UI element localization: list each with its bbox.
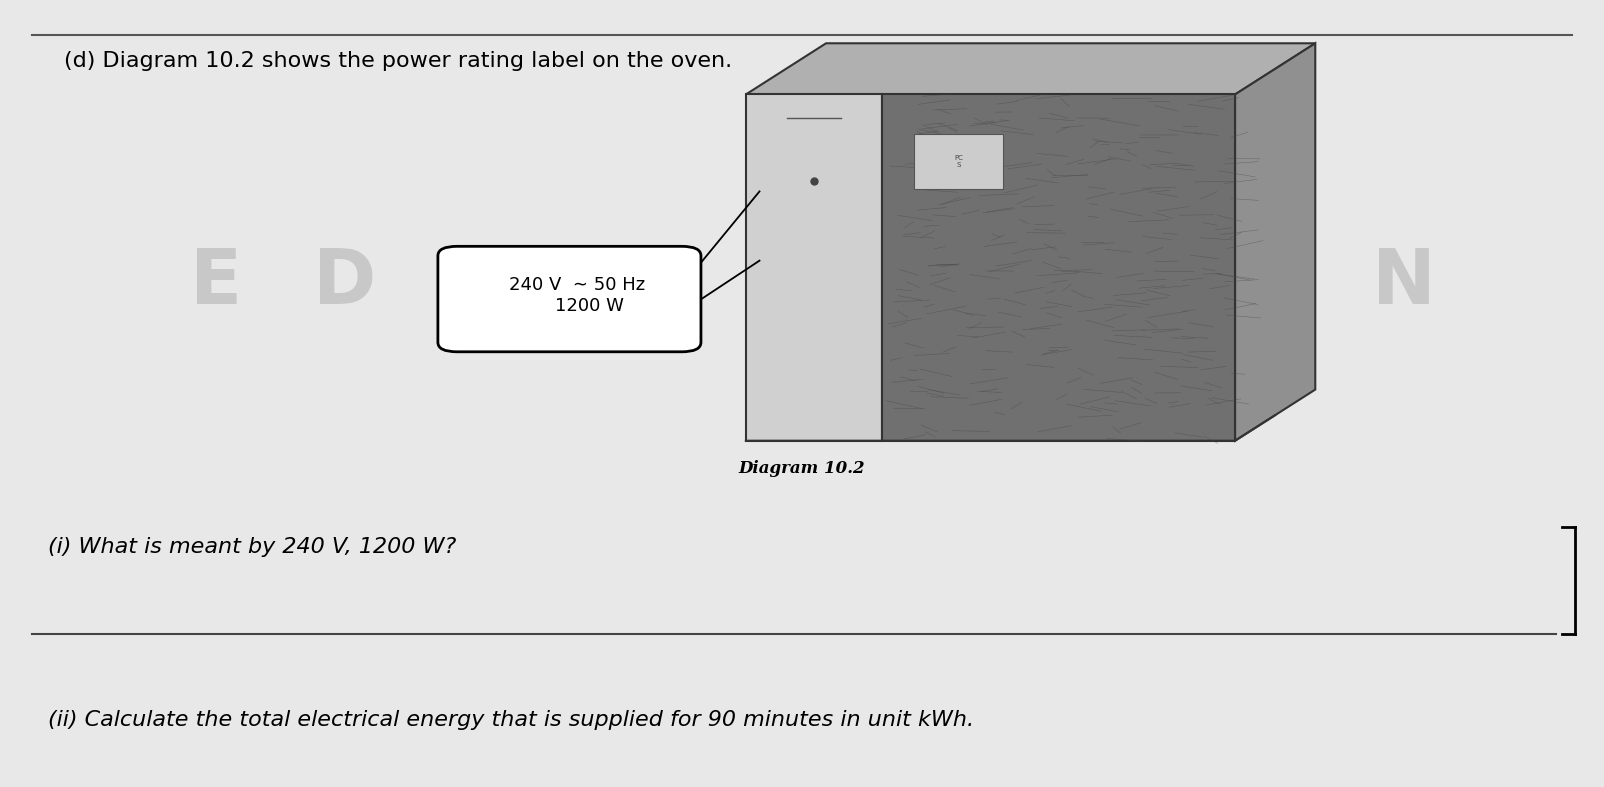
Text: D: D: [313, 246, 377, 320]
FancyBboxPatch shape: [746, 94, 882, 441]
Text: Diagram 10.2: Diagram 10.2: [739, 460, 865, 477]
FancyBboxPatch shape: [438, 246, 701, 352]
Text: (d) Diagram 10.2 shows the power rating label on the oven.: (d) Diagram 10.2 shows the power rating …: [64, 51, 733, 71]
Polygon shape: [746, 43, 1315, 94]
FancyBboxPatch shape: [914, 134, 1002, 189]
Text: Rajah 10.2: Rajah 10.2: [752, 420, 852, 438]
Text: 240 V  ∼ 50 Hz
    1200 W: 240 V ∼ 50 Hz 1200 W: [510, 275, 645, 315]
Text: E: E: [191, 246, 242, 320]
FancyBboxPatch shape: [882, 94, 1235, 441]
Text: N: N: [1371, 246, 1436, 320]
Text: O: O: [1235, 246, 1299, 320]
Text: (ii) Calculate the total electrical energy that is supplied for 90 minutes in un: (ii) Calculate the total electrical ener…: [48, 710, 974, 730]
Polygon shape: [1235, 43, 1315, 441]
Text: PC
S: PC S: [954, 155, 962, 168]
Text: (i) What is meant by 240 V, 1200 W?: (i) What is meant by 240 V, 1200 W?: [48, 537, 457, 557]
